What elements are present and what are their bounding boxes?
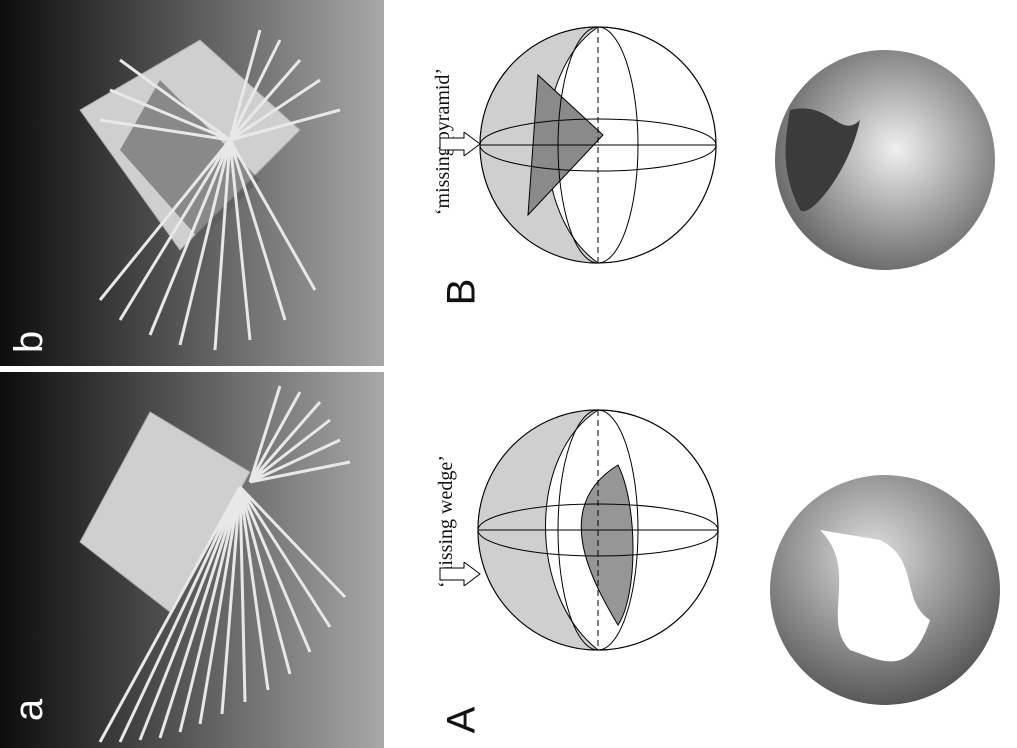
- surface-render-A: [760, 450, 1010, 730]
- arrow-pyramid: [439, 132, 481, 156]
- panel-b-photo: [0, 0, 384, 366]
- panel-a-letter: a: [7, 698, 52, 722]
- figure-letter-B: B: [439, 278, 484, 306]
- arrow-wedge: [439, 562, 481, 586]
- panel-b-letter: b: [7, 330, 52, 354]
- surface-render-B: [760, 40, 1010, 280]
- diagram-missing-wedge: [468, 395, 728, 665]
- panel-a-photo: [0, 372, 384, 748]
- figure-letter-A: A: [439, 706, 484, 734]
- diagram-missing-pyramid: [468, 15, 728, 275]
